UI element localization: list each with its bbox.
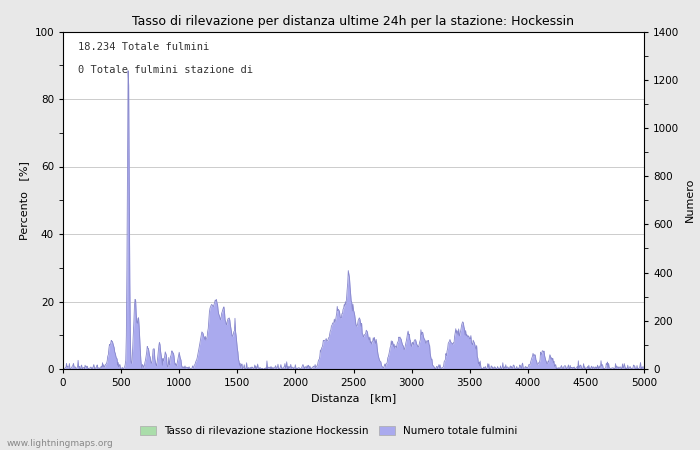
X-axis label: Distanza   [km]: Distanza [km] (311, 394, 396, 404)
Text: 0 Totale fulmini stazione di: 0 Totale fulmini stazione di (78, 65, 253, 75)
Y-axis label: Percento   [%]: Percento [%] (19, 161, 29, 240)
Y-axis label: Numero: Numero (685, 178, 695, 222)
Text: www.lightningmaps.org: www.lightningmaps.org (7, 439, 113, 448)
Title: Tasso di rilevazione per distanza ultime 24h per la stazione: Hockessin: Tasso di rilevazione per distanza ultime… (132, 14, 575, 27)
Legend: Tasso di rilevazione stazione Hockessin, Numero totale fulmini: Tasso di rilevazione stazione Hockessin,… (136, 422, 522, 440)
Text: 18.234 Totale fulmini: 18.234 Totale fulmini (78, 42, 209, 52)
